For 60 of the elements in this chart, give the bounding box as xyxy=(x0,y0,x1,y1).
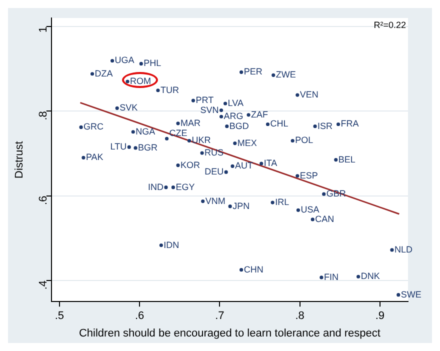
y-tick-label: 1 xyxy=(37,26,50,33)
text: BEL xyxy=(338,154,356,164)
text: IDN xyxy=(164,240,180,250)
text: UGA xyxy=(114,55,134,66)
x-tick-label: .7 xyxy=(215,310,224,322)
text: GRC xyxy=(84,122,104,132)
y-tick-label: .6 xyxy=(37,196,50,205)
text: CHL xyxy=(270,118,288,129)
text: PHL xyxy=(144,58,162,68)
text: USA xyxy=(300,204,320,215)
text: ZWE xyxy=(276,70,296,80)
text: KOR xyxy=(180,160,201,170)
text: CHN xyxy=(244,264,264,274)
y-tick-label: .8 xyxy=(37,111,50,120)
text: EGY xyxy=(176,182,195,192)
x-tick-label: .6 xyxy=(134,310,144,322)
text: TUR xyxy=(160,84,180,95)
text: ITA xyxy=(264,158,278,168)
text: SVK xyxy=(120,102,138,113)
text: ESP xyxy=(300,170,318,180)
text: PAK xyxy=(86,152,104,162)
text: BGR xyxy=(138,142,158,152)
text: ZAF xyxy=(251,109,269,120)
y-axis-title: Distrust xyxy=(14,141,26,178)
text: UKR xyxy=(192,135,212,146)
text: ROM xyxy=(130,76,152,86)
text: VNM xyxy=(205,196,226,206)
text: FRA xyxy=(340,118,359,129)
text: MEX xyxy=(237,138,257,148)
y-tick-label: .4 xyxy=(37,280,50,290)
x-axis-title: Children should be encouraged to learn tolerance and respect xyxy=(78,327,380,340)
text: SVN xyxy=(200,104,219,115)
text: CZE xyxy=(169,128,188,138)
text: PER xyxy=(244,66,263,77)
text: SWE xyxy=(400,289,422,300)
text: VEN xyxy=(300,90,318,100)
x-tick-label: .5 xyxy=(54,310,64,322)
text: RUS xyxy=(204,148,224,158)
text: BGD xyxy=(229,120,250,131)
text: DNK xyxy=(360,271,380,282)
text: CAN xyxy=(315,214,334,224)
text: FIN xyxy=(324,272,338,282)
text: NGA xyxy=(136,126,156,136)
annotation: R²=0.22 xyxy=(374,20,406,30)
text: ARG xyxy=(224,111,244,122)
text: IND xyxy=(148,182,164,192)
text: NLD xyxy=(394,244,413,254)
text: ISR xyxy=(318,120,334,131)
text: POL xyxy=(295,135,314,146)
text: AUT xyxy=(235,160,254,171)
text: JPN xyxy=(232,200,250,211)
text: LVA xyxy=(228,98,244,108)
text: DZA xyxy=(94,68,113,78)
text: DEU xyxy=(204,166,224,177)
text: LTU xyxy=(110,142,127,152)
x-tick-label: .8 xyxy=(295,310,304,322)
text: IRL xyxy=(275,197,290,208)
x-tick-label: .9 xyxy=(375,310,385,322)
text: MAR xyxy=(180,118,202,128)
text: PRT xyxy=(196,95,214,106)
